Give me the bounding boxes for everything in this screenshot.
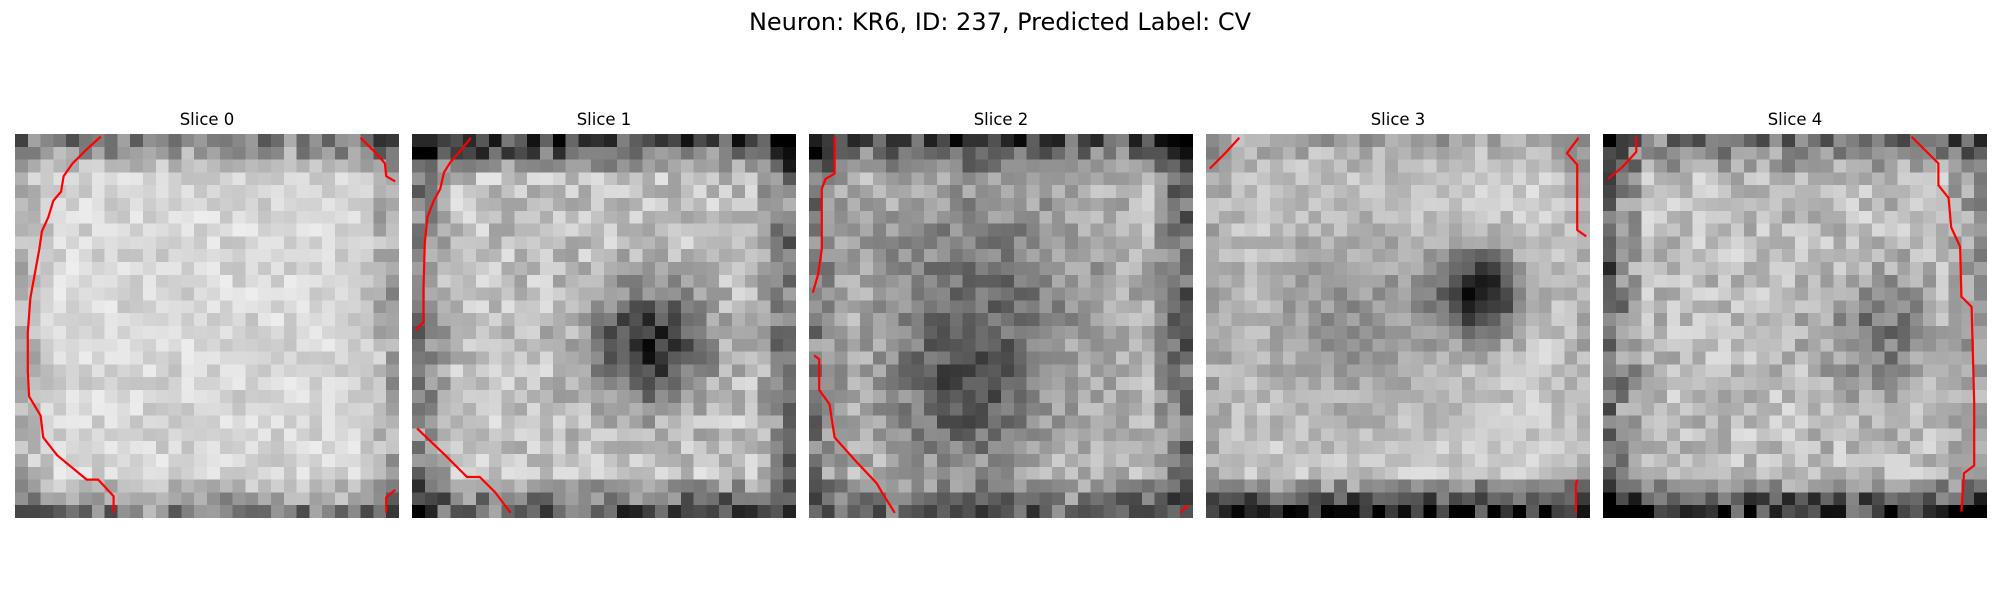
slice-title: Slice 1 [576, 110, 632, 129]
pixel-grid [809, 134, 1193, 518]
contour-line [1565, 137, 1587, 238]
contour-line [1209, 137, 1241, 170]
contour-line [359, 137, 396, 183]
contour-line [415, 137, 472, 331]
slice-title: Slice 2 [973, 110, 1029, 129]
pixel-grid [1603, 134, 1987, 518]
pixel-grid [412, 134, 796, 518]
slice-image [809, 134, 1193, 518]
contour-line [416, 427, 512, 514]
slice-title: Slice 4 [1767, 110, 1823, 129]
slice-title: Slice 3 [1370, 110, 1426, 129]
pixel-grid [15, 134, 399, 518]
slice-image [15, 134, 399, 518]
contour-line [385, 488, 396, 513]
slice-image [412, 134, 796, 518]
slice-panel-2: Slice 2 [809, 108, 1193, 518]
slice-panel-1: Slice 1 [412, 108, 796, 518]
contour-line [1910, 135, 1976, 512]
slice-panel-0: Slice 0 [15, 108, 399, 518]
contour-line [811, 136, 836, 294]
slice-panel-3: Slice 3 [1206, 108, 1590, 518]
slice-panel-4: Slice 4 [1603, 108, 1987, 518]
contour-line [1607, 136, 1638, 180]
slice-image [1206, 134, 1590, 518]
figure-title: Neuron: KR6, ID: 237, Predicted Label: C… [748, 8, 1252, 36]
contour-line [26, 135, 115, 513]
pixel-grid [1206, 134, 1590, 518]
contour-line [1179, 504, 1189, 514]
slice-image [1603, 134, 1987, 518]
slice-title: Slice 0 [179, 110, 235, 129]
contour-line [1574, 479, 1579, 513]
contour-line [813, 354, 896, 514]
